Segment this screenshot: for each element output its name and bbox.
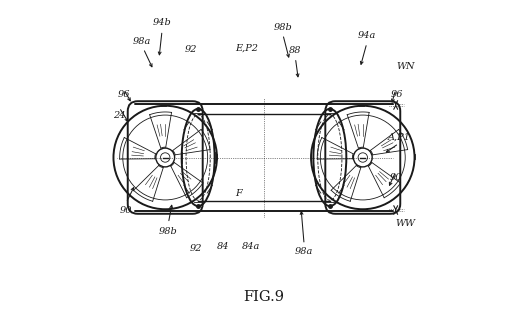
Text: 92: 92 [190, 244, 202, 253]
Text: WN: WN [396, 62, 414, 71]
Text: 94a: 94a [357, 31, 376, 40]
Text: 98b: 98b [159, 227, 178, 236]
Text: WW: WW [395, 219, 415, 228]
Text: A,P1: A,P1 [388, 133, 410, 142]
Text: 96: 96 [391, 90, 403, 99]
Text: 98b: 98b [274, 23, 292, 32]
Text: 84a: 84a [242, 242, 260, 251]
Text: 98a: 98a [295, 247, 313, 256]
Text: 96: 96 [117, 90, 130, 99]
Text: E,P2: E,P2 [235, 43, 258, 52]
Text: 88: 88 [289, 46, 301, 55]
Text: 98a: 98a [133, 37, 151, 46]
Text: FIG.9: FIG.9 [243, 290, 285, 304]
Text: 24: 24 [113, 111, 125, 120]
Text: 92: 92 [185, 45, 197, 54]
Text: F: F [235, 189, 242, 198]
Text: 90: 90 [390, 173, 402, 182]
Text: 84: 84 [216, 242, 229, 251]
Text: 90: 90 [120, 206, 132, 215]
Text: 94b: 94b [153, 18, 172, 27]
